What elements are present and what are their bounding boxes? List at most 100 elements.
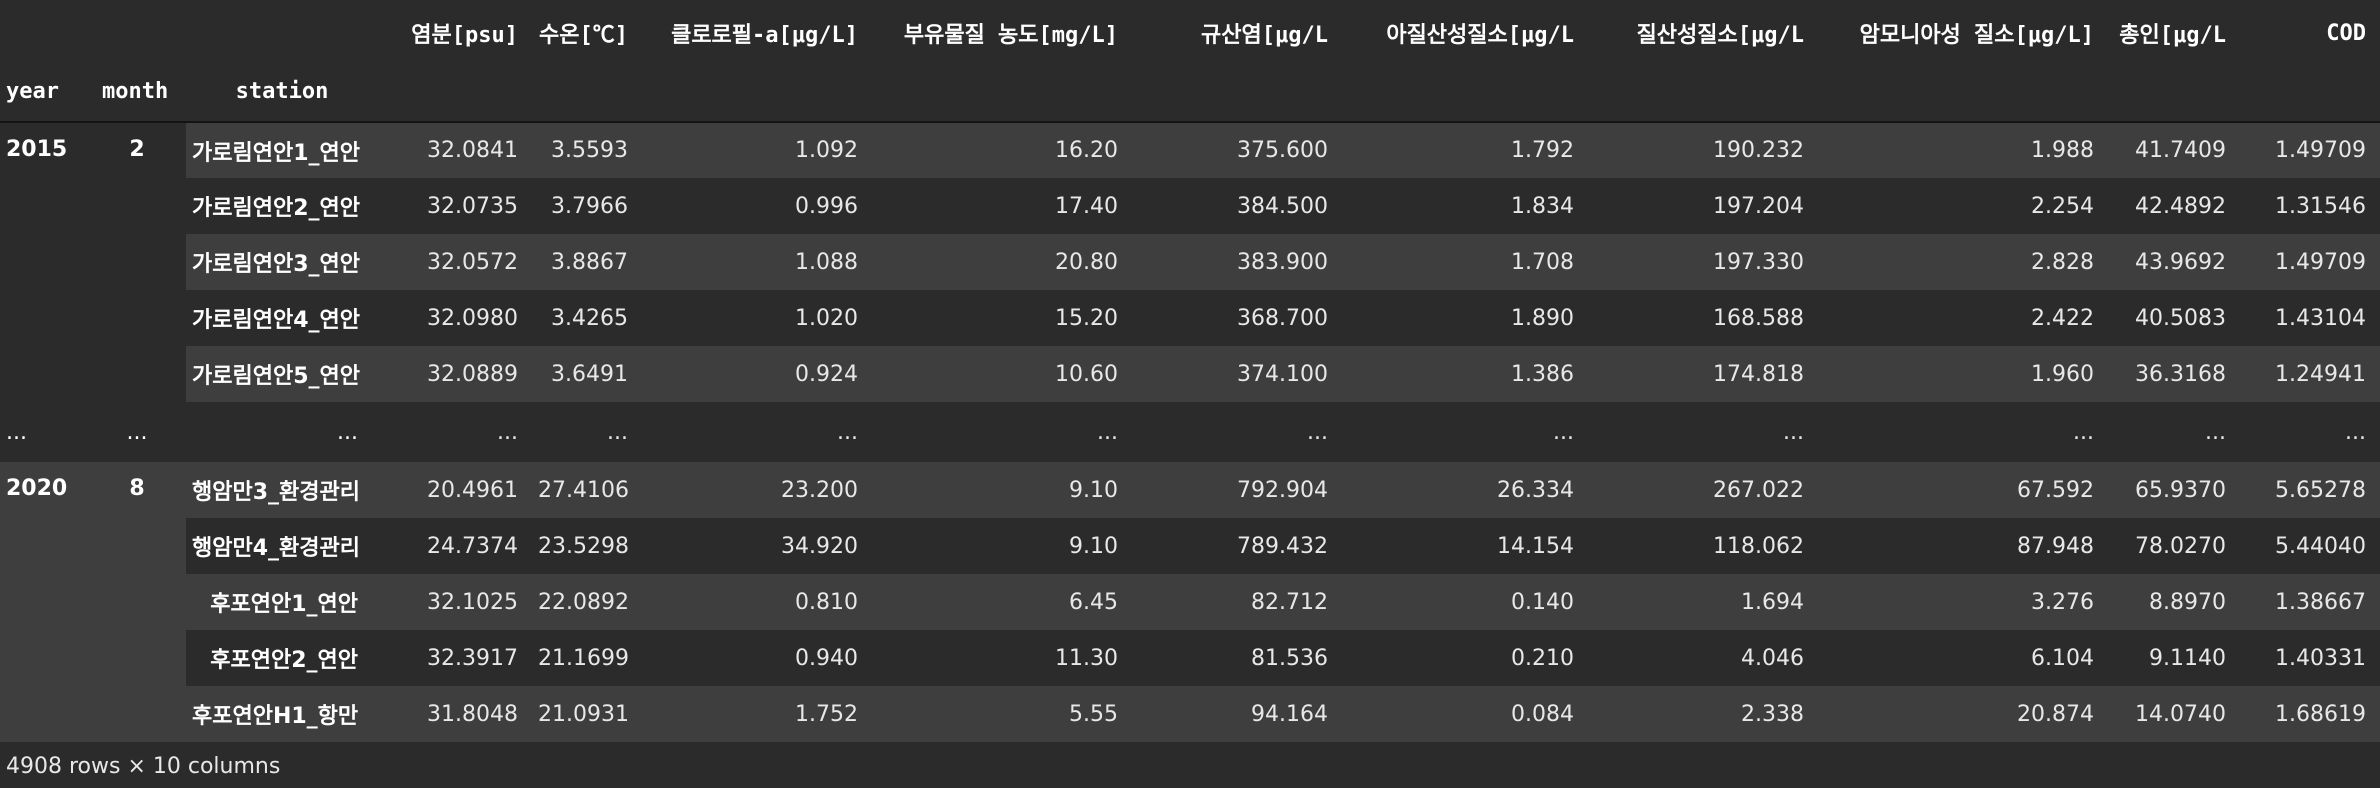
data-cell: 6.104	[1818, 630, 2108, 686]
data-cell: 82.712	[1132, 574, 1342, 630]
data-cell: 32.0735	[386, 178, 532, 234]
ellipsis-cell: ...	[642, 402, 872, 462]
data-cell: 20.80	[872, 234, 1132, 290]
data-cell: 14.0740	[2108, 686, 2240, 742]
data-cell: 32.1025	[386, 574, 532, 630]
ellipsis-cell: ...	[1342, 402, 1588, 462]
data-cell: 0.210	[1342, 630, 1588, 686]
data-cell: 2.422	[1818, 290, 2108, 346]
index-name-year: year	[6, 79, 59, 104]
data-cell: 22.0892	[532, 574, 642, 630]
data-cell: 8.8970	[2108, 574, 2240, 630]
column-header: 염분[psu]	[411, 23, 518, 48]
table-row: 후포연안2_연안 32.3917 21.1699 0.940 11.30 81.…	[0, 630, 2380, 686]
data-cell: 0.084	[1342, 686, 1588, 742]
month-cell: 2	[129, 137, 145, 162]
data-cell: 32.3917	[386, 630, 532, 686]
data-cell: 6.45	[872, 574, 1132, 630]
data-cell: 368.700	[1132, 290, 1342, 346]
station-cell: 가로림연안4_연안	[186, 290, 386, 346]
data-cell: 5.55	[872, 686, 1132, 742]
column-header: 수온[℃]	[539, 23, 628, 48]
year-cell: 2015	[6, 137, 68, 162]
ellipsis-cell: ...	[96, 402, 186, 462]
dataframe-table: 염분[psu] 수온[℃] 클로로필-a[μg/L] 부유물질 농도[mg/L]…	[0, 0, 2380, 742]
column-header-row: 염분[psu] 수온[℃] 클로로필-a[μg/L] 부유물질 농도[mg/L]…	[0, 0, 2380, 62]
data-cell: 792.904	[1132, 462, 1342, 518]
data-cell: 65.9370	[2108, 462, 2240, 518]
data-cell: 23.200	[642, 462, 872, 518]
table-row: 행암만4_환경관리 24.7374 23.5298 34.920 9.10 78…	[0, 518, 2380, 574]
data-cell: 1.988	[1818, 122, 2108, 178]
ellipsis-cell: ...	[1818, 402, 2108, 462]
data-cell: 87.948	[1818, 518, 2108, 574]
data-cell: 1.752	[642, 686, 872, 742]
data-cell: 3.4265	[532, 290, 642, 346]
data-cell: 1.960	[1818, 346, 2108, 402]
data-cell: 0.140	[1342, 574, 1588, 630]
data-cell: 3.276	[1818, 574, 2108, 630]
column-header: 부유물질 농도[mg/L]	[903, 23, 1118, 48]
data-cell: 1.890	[1342, 290, 1588, 346]
data-cell: 14.154	[1342, 518, 1588, 574]
data-cell: 3.6491	[532, 346, 642, 402]
data-cell: 10.60	[872, 346, 1132, 402]
data-cell: 9.10	[872, 462, 1132, 518]
data-cell: 2.254	[1818, 178, 2108, 234]
header-blank	[96, 0, 186, 62]
data-cell: 2.828	[1818, 234, 2108, 290]
ellipsis-cell: ...	[0, 402, 96, 462]
data-cell: 3.5593	[532, 122, 642, 178]
ellipsis-cell: ...	[872, 402, 1132, 462]
data-cell: 267.022	[1588, 462, 1818, 518]
month-cell: 8	[96, 462, 186, 742]
data-cell: 20.874	[1818, 686, 2108, 742]
data-cell: 1.43104	[2240, 290, 2380, 346]
data-cell: 1.24941	[2240, 346, 2380, 402]
data-cell: 81.536	[1132, 630, 1342, 686]
station-cell: 가로림연안3_연안	[186, 234, 386, 290]
data-cell: 32.0980	[386, 290, 532, 346]
station-cell: 가로림연안5_연안	[186, 346, 386, 402]
data-cell: 5.65278	[2240, 462, 2380, 518]
data-cell: 21.0931	[532, 686, 642, 742]
table-row: 가로림연안4_연안 32.0980 3.4265 1.020 15.20 368…	[0, 290, 2380, 346]
data-cell: 375.600	[1132, 122, 1342, 178]
data-cell: 43.9692	[2108, 234, 2240, 290]
data-cell: 1.49709	[2240, 234, 2380, 290]
ellipsis-cell: ...	[2240, 402, 2380, 462]
data-cell: 1.386	[1342, 346, 1588, 402]
data-cell: 1.31546	[2240, 178, 2380, 234]
ellipsis-cell: ...	[386, 402, 532, 462]
data-cell: 32.0889	[386, 346, 532, 402]
index-name-month: month	[102, 79, 169, 104]
data-cell: 384.500	[1132, 178, 1342, 234]
column-header: COD	[2326, 20, 2366, 46]
data-cell: 4.046	[1588, 630, 1818, 686]
data-cell: 1.020	[642, 290, 872, 346]
ellipsis-cell: ...	[2108, 402, 2240, 462]
data-cell: 174.818	[1588, 346, 1818, 402]
data-cell: 1.834	[1342, 178, 1588, 234]
data-cell: 32.0841	[386, 122, 532, 178]
data-cell: 197.204	[1588, 178, 1818, 234]
data-cell: 0.810	[642, 574, 872, 630]
ellipsis-cell: ...	[1132, 402, 1342, 462]
data-cell: 0.940	[642, 630, 872, 686]
data-cell: 34.920	[642, 518, 872, 574]
year-cell: 2020	[0, 462, 96, 742]
data-cell: 2.338	[1588, 686, 1818, 742]
data-cell: 24.7374	[386, 518, 532, 574]
column-header: 총인[μg/L	[2119, 23, 2226, 48]
table-row: 가로림연안2_연안 32.0735 3.7966 0.996 17.40 384…	[0, 178, 2380, 234]
column-header: 규산염[μg/L	[1201, 23, 1328, 48]
column-header: 아질산성질소[μg/L	[1386, 23, 1574, 48]
data-cell: 0.924	[642, 346, 872, 402]
table-row: 후포연안H1_항만 31.8048 21.0931 1.752 5.55 94.…	[0, 686, 2380, 742]
column-header: 암모니아성 질소[μg/L]	[1859, 23, 2094, 48]
ellipsis-cell: ...	[186, 402, 386, 462]
station-cell: 행암만3_환경관리	[186, 462, 386, 518]
data-cell: 383.900	[1132, 234, 1342, 290]
data-cell: 20.4961	[386, 462, 532, 518]
column-header: 클로로필-a[μg/L]	[671, 23, 858, 48]
